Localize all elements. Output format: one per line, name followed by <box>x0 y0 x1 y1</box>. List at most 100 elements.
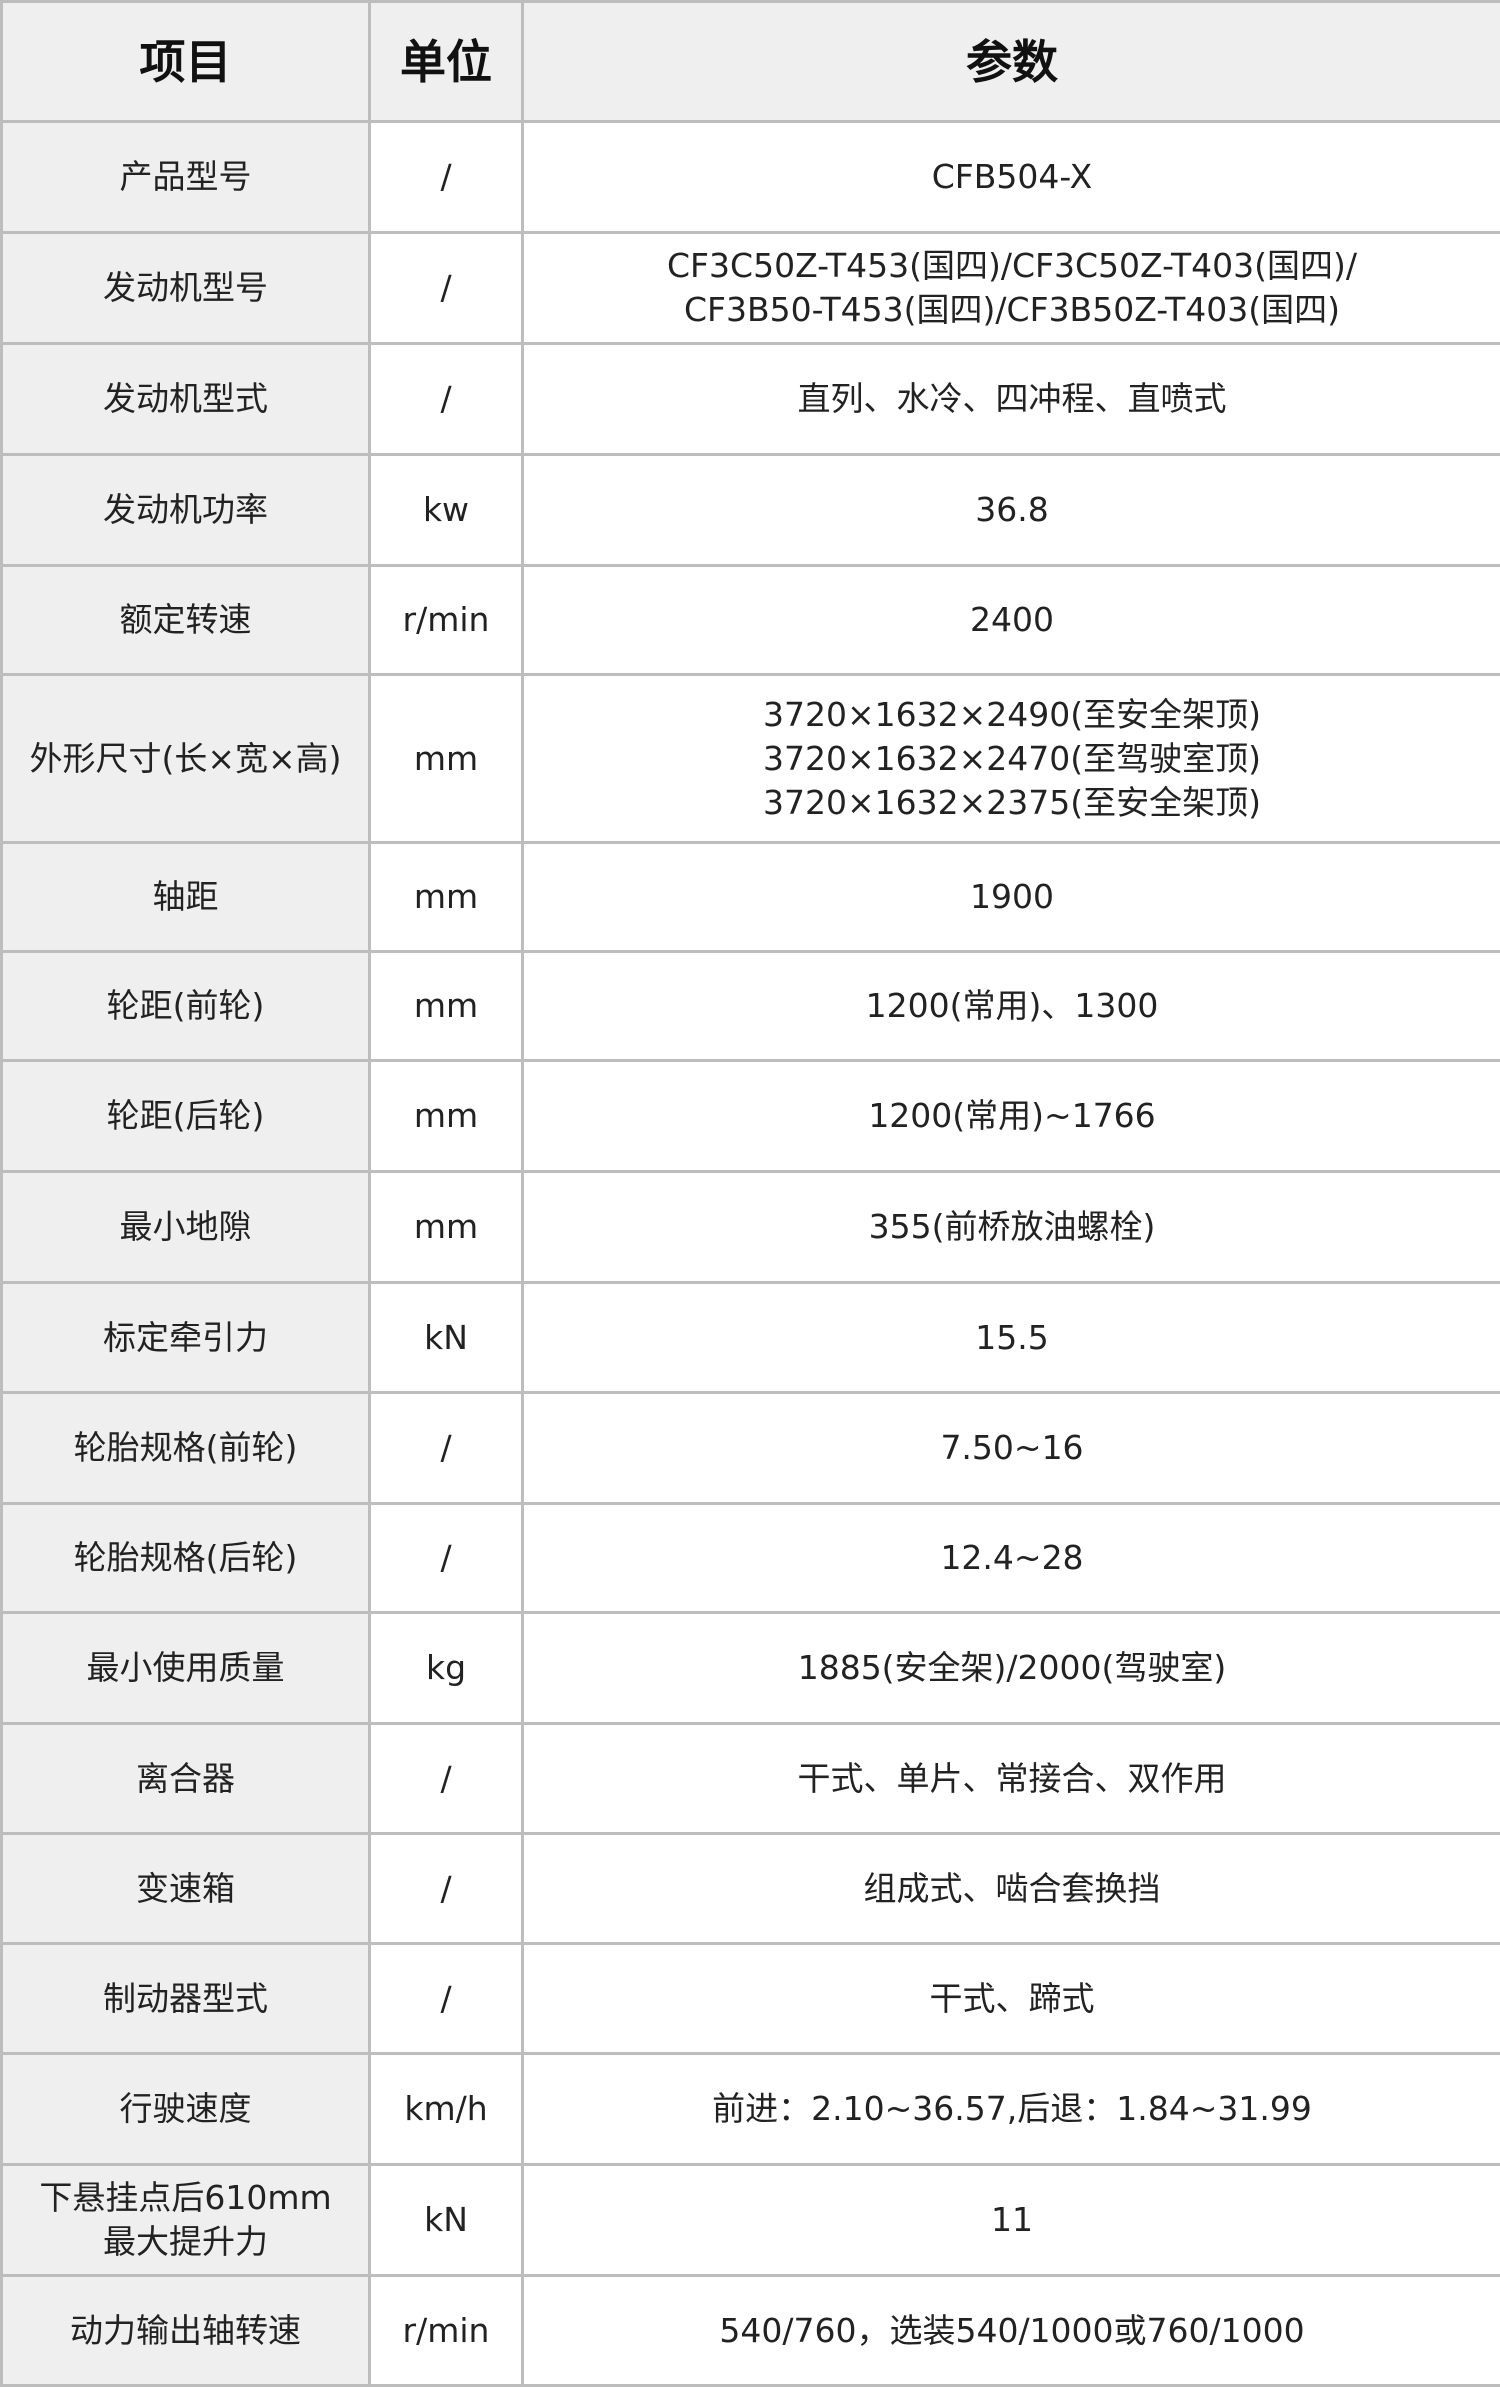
unit-cell: kw <box>370 455 523 566</box>
item-cell-line: 下悬挂点后610mm <box>3 2176 368 2220</box>
value-cell-line: 1900 <box>524 875 1500 919</box>
unit-cell: kN <box>370 1283 523 1393</box>
unit-cell: / <box>370 1834 523 1944</box>
item-cell-line: 轴距 <box>3 875 368 919</box>
unit-cell: / <box>370 344 523 455</box>
table-row: 离合器/干式、单片、常接合、双作用 <box>2 1724 1500 1834</box>
unit-cell: / <box>370 1944 523 2054</box>
item-cell: 最小地隙 <box>2 1172 370 1283</box>
value-cell-line: 2400 <box>524 598 1500 642</box>
unit-cell: mm <box>370 1172 523 1283</box>
item-cell-line: 轮胎规格(后轮) <box>3 1536 368 1580</box>
value-cell-line: 36.8 <box>524 488 1500 532</box>
value-cell-line: 12.4~28 <box>524 1536 1500 1580</box>
item-cell-line: 发动机型号 <box>3 266 368 310</box>
unit-cell: kN <box>370 2165 523 2276</box>
item-cell: 标定牵引力 <box>2 1283 370 1393</box>
value-cell: 3720×1632×2490(至安全架顶)3720×1632×2470(至驾驶室… <box>523 675 1500 843</box>
unit-cell: mm <box>370 843 523 952</box>
item-cell-line: 标定牵引力 <box>3 1316 368 1360</box>
value-cell: 540/760，选装540/1000或760/1000 <box>523 2276 1500 2386</box>
value-cell-line: 1885(安全架)/2000(驾驶室) <box>524 1646 1500 1690</box>
value-cell: 干式、单片、常接合、双作用 <box>523 1724 1500 1834</box>
value-cell: 355(前桥放油螺栓) <box>523 1172 1500 1283</box>
item-cell-line: 最小地隙 <box>3 1205 368 1249</box>
value-cell-line: 直列、水冷、四冲程、直喷式 <box>524 377 1500 421</box>
item-cell: 行驶速度 <box>2 2054 370 2165</box>
item-cell-line: 轮距(前轮) <box>3 984 368 1028</box>
item-cell: 轮胎规格(后轮) <box>2 1504 370 1613</box>
unit-cell: r/min <box>370 2276 523 2386</box>
item-cell-line: 发动机功率 <box>3 488 368 532</box>
value-cell-line: CFB504-X <box>524 155 1500 199</box>
item-cell: 发动机型号 <box>2 233 370 344</box>
value-cell: 1885(安全架)/2000(驾驶室) <box>523 1613 1500 1724</box>
header-unit: 单位 <box>370 2 523 122</box>
unit-cell: kg <box>370 1613 523 1724</box>
header-item: 项目 <box>2 2 370 122</box>
unit-cell: mm <box>370 952 523 1061</box>
header-row: 项目 单位 参数 <box>2 2 1500 122</box>
table-row: 制动器型式/干式、蹄式 <box>2 1944 1500 2054</box>
table-row: 发动机型号/CF3C50Z-T453(国四)/CF3C50Z-T403(国四)/… <box>2 233 1500 344</box>
item-cell: 变速箱 <box>2 1834 370 1944</box>
unit-cell: r/min <box>370 566 523 675</box>
item-cell: 轮距(后轮) <box>2 1061 370 1172</box>
value-cell: 1900 <box>523 843 1500 952</box>
unit-cell: / <box>370 1724 523 1834</box>
value-cell-line: CF3B50-T453(国四)/CF3B50Z-T403(国四) <box>524 288 1500 332</box>
value-cell-line: 1200(常用)~1766 <box>524 1094 1500 1138</box>
value-cell-line: 1200(常用)、1300 <box>524 984 1500 1028</box>
table-row: 轮胎规格(前轮)/7.50~16 <box>2 1393 1500 1504</box>
value-cell-line: 15.5 <box>524 1316 1500 1360</box>
unit-cell: mm <box>370 1061 523 1172</box>
value-cell: CFB504-X <box>523 122 1500 233</box>
item-cell: 最小使用质量 <box>2 1613 370 1724</box>
value-cell-line: 干式、蹄式 <box>524 1977 1500 2021</box>
value-cell: 15.5 <box>523 1283 1500 1393</box>
item-cell: 离合器 <box>2 1724 370 1834</box>
item-cell-line: 产品型号 <box>3 155 368 199</box>
item-cell-line: 发动机型式 <box>3 377 368 421</box>
value-cell: 1200(常用)~1766 <box>523 1061 1500 1172</box>
table-row: 发动机型式/直列、水冷、四冲程、直喷式 <box>2 344 1500 455</box>
table-row: 轮胎规格(后轮)/12.4~28 <box>2 1504 1500 1613</box>
table-row: 变速箱/组成式、啮合套换挡 <box>2 1834 1500 1944</box>
item-cell-line: 外形尺寸(长×宽×高) <box>3 737 368 781</box>
value-cell: 2400 <box>523 566 1500 675</box>
value-cell-line: 11 <box>524 2198 1500 2242</box>
item-cell-line: 制动器型式 <box>3 1977 368 2021</box>
value-cell: 组成式、啮合套换挡 <box>523 1834 1500 1944</box>
item-cell: 产品型号 <box>2 122 370 233</box>
value-cell: CF3C50Z-T453(国四)/CF3C50Z-T403(国四)/CF3B50… <box>523 233 1500 344</box>
value-cell: 12.4~28 <box>523 1504 1500 1613</box>
value-cell-line: 355(前桥放油螺栓) <box>524 1205 1500 1249</box>
unit-cell: / <box>370 1504 523 1613</box>
value-cell: 36.8 <box>523 455 1500 566</box>
value-cell-line: 组成式、啮合套换挡 <box>524 1867 1500 1911</box>
item-cell-line: 动力输出轴转速 <box>3 2309 368 2353</box>
value-cell-line: CF3C50Z-T453(国四)/CF3C50Z-T403(国四)/ <box>524 244 1500 288</box>
table-row: 产品型号/CFB504-X <box>2 122 1500 233</box>
item-cell: 动力输出轴转速 <box>2 2276 370 2386</box>
item-cell: 轴距 <box>2 843 370 952</box>
unit-cell: / <box>370 122 523 233</box>
item-cell-line: 额定转速 <box>3 598 368 642</box>
item-cell-line: 轮距(后轮) <box>3 1094 368 1138</box>
unit-cell: km/h <box>370 2054 523 2165</box>
item-cell: 额定转速 <box>2 566 370 675</box>
item-cell-line: 变速箱 <box>3 1867 368 1911</box>
value-cell: 干式、蹄式 <box>523 1944 1500 2054</box>
